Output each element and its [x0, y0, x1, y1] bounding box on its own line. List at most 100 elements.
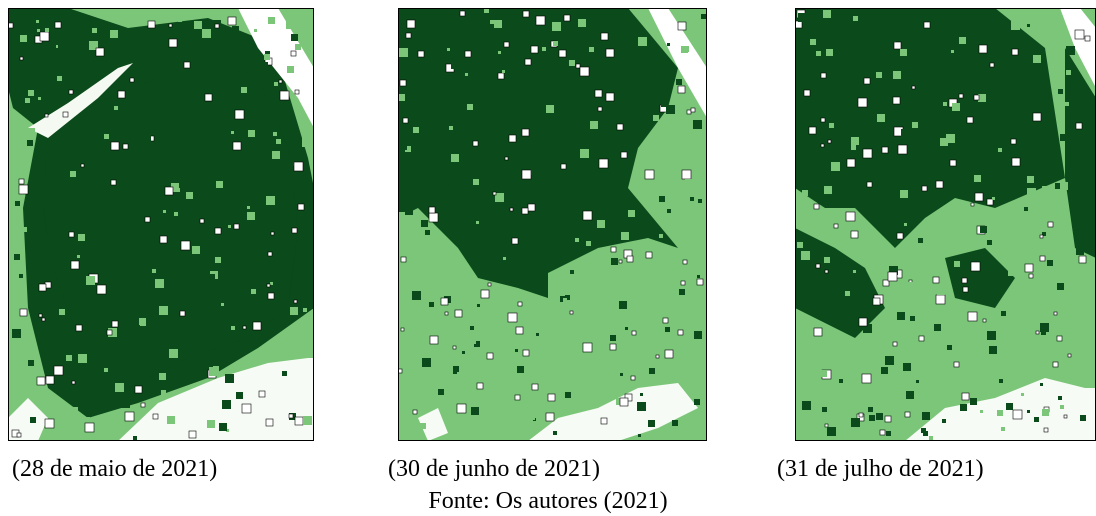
- pixel-patch: [1033, 55, 1041, 63]
- pixel-patch: [904, 223, 907, 226]
- pixel-patch: [601, 418, 607, 424]
- pixel-patch: [522, 129, 529, 136]
- pixel-patch: [918, 238, 923, 243]
- pixel-patch: [106, 338, 112, 344]
- classified-map: [8, 8, 314, 441]
- pixel-patch: [280, 91, 289, 100]
- pixel-patch: [231, 131, 234, 134]
- pixel-patch: [155, 279, 164, 288]
- pixel-patch: [180, 311, 185, 316]
- pixel-patch: [898, 145, 907, 154]
- pixel-patch: [1085, 349, 1093, 357]
- pixel-patch: [409, 43, 413, 47]
- pixel-patch: [638, 37, 647, 46]
- pixel-patch: [212, 40, 220, 48]
- pixel-patch: [131, 325, 140, 334]
- pixel-patch: [169, 24, 172, 27]
- pixel-patch: [302, 138, 311, 147]
- pixel-patch: [522, 170, 531, 179]
- pixel-patch: [242, 404, 251, 413]
- pixel-patch: [510, 208, 513, 211]
- caption: (28 de maio de 2021): [12, 456, 217, 483]
- pixel-patch: [293, 179, 301, 187]
- pixel-patch: [553, 431, 557, 435]
- pixel-patch: [516, 327, 523, 334]
- pixel-patch: [248, 130, 255, 137]
- pixel-patch: [78, 354, 87, 363]
- pixel-patch: [845, 393, 848, 396]
- pixel-patch: [821, 73, 826, 78]
- pixel-patch: [249, 71, 256, 78]
- pixel-patch: [453, 346, 456, 349]
- pixel-patch: [30, 417, 36, 423]
- pixel-patch: [135, 386, 142, 393]
- pixel-patch: [406, 33, 411, 38]
- pixel-patch: [407, 20, 415, 28]
- pixel-patch: [59, 309, 65, 315]
- pixel-patch: [63, 83, 68, 88]
- page: (28 de maio de 2021) (30 de junho de 202…: [0, 0, 1096, 516]
- pixel-patch: [47, 43, 56, 52]
- pixel-patch: [971, 360, 977, 366]
- pixel-patch: [178, 18, 182, 22]
- pixel-patch: [398, 141, 407, 150]
- pixel-patch: [221, 350, 228, 357]
- pixel-patch: [138, 318, 146, 326]
- pixel-patch: [869, 415, 875, 421]
- pixel-patch: [971, 203, 974, 206]
- pixel-patch: [45, 419, 54, 428]
- pixel-patch: [466, 201, 469, 204]
- pixel-patch: [568, 131, 577, 140]
- pixel-patch: [623, 68, 632, 77]
- pixel-patch: [1079, 256, 1086, 263]
- pixel-patch: [477, 383, 483, 389]
- pixel-patch: [115, 383, 124, 392]
- pixel-patch: [971, 262, 980, 271]
- pixel-patch: [886, 328, 891, 333]
- pixel-patch: [123, 144, 128, 149]
- pixel-patch: [997, 410, 1003, 416]
- pixel-patch: [147, 235, 152, 240]
- pixel-patch: [264, 62, 268, 66]
- pixel-patch: [76, 325, 82, 331]
- pixel-patch: [268, 293, 274, 299]
- pixel-patch: [505, 157, 508, 160]
- pixel-patch: [277, 169, 281, 173]
- pixel-patch: [860, 88, 863, 91]
- pixel-patch: [888, 34, 896, 42]
- pixel-patch: [179, 179, 188, 188]
- pixel-patch: [73, 407, 78, 412]
- pixel-patch: [1027, 188, 1036, 197]
- pixel-patch: [281, 302, 289, 310]
- pixel-patch: [846, 212, 855, 221]
- pixel-patch: [864, 78, 870, 84]
- pixel-patch: [583, 211, 592, 220]
- pixel-patch: [264, 54, 270, 60]
- pixel-patch: [1034, 417, 1039, 422]
- pixel-patch: [235, 110, 244, 119]
- pixel-patch: [79, 126, 86, 133]
- pixel-patch: [801, 157, 806, 162]
- pixel-patch: [831, 162, 840, 171]
- pixel-patch: [482, 155, 488, 161]
- pixel-patch: [816, 264, 820, 268]
- pixel-patch: [877, 114, 885, 122]
- pixel-patch: [145, 217, 150, 222]
- pixel-patch: [1079, 173, 1083, 177]
- pixel-patch: [859, 318, 867, 326]
- pixel-patch: [73, 25, 82, 34]
- pixel-patch: [399, 48, 408, 57]
- pixel-patch: [802, 401, 811, 410]
- pixel-patch: [266, 196, 275, 205]
- pixel-patch: [34, 221, 43, 230]
- pixel-patch: [1006, 403, 1013, 410]
- pixel-patch: [20, 57, 23, 60]
- pixel-patch: [1027, 24, 1030, 27]
- pixel-patch: [465, 174, 470, 179]
- pixel-patch: [498, 51, 501, 54]
- pixel-patch: [493, 192, 496, 195]
- pixel-patch: [840, 407, 848, 415]
- pixel-patch: [401, 328, 404, 331]
- pixel-patch: [548, 394, 555, 401]
- pixel-patch: [656, 324, 665, 333]
